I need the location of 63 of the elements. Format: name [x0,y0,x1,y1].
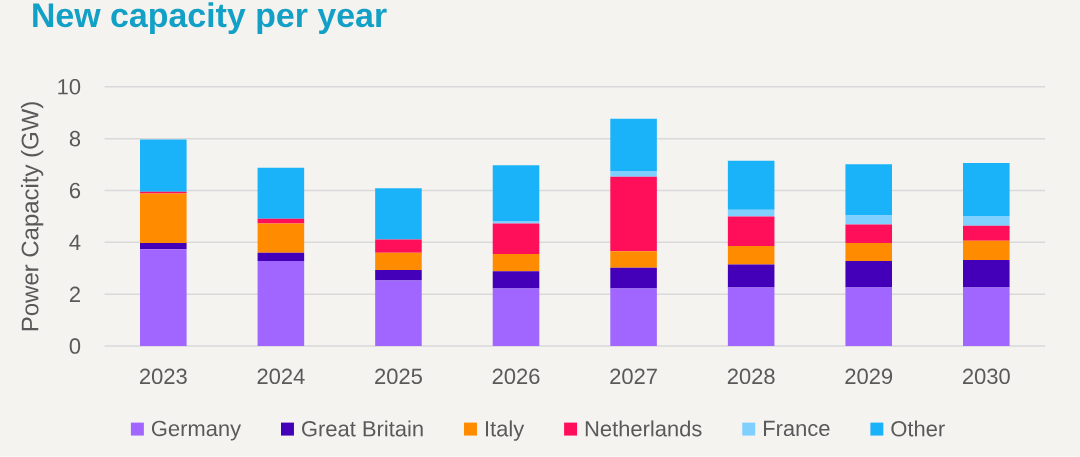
x-tick-label: 2026 [492,368,540,385]
bar [375,280,422,347]
legend-label: Other [891,420,945,437]
y-tick-label: 10 [58,79,81,95]
bar [492,254,540,272]
bar [845,224,893,243]
bar [845,164,893,216]
chart-title: New capacity per year [33,2,387,35]
y-axis-title: Power Capacity (GW) [20,102,44,331]
bar [375,239,422,253]
bar [845,261,893,288]
y-tick-label: 8 [69,130,81,147]
bar [140,139,187,192]
bar [963,225,1010,241]
bar [375,252,422,271]
bar [727,160,775,210]
legend-label: Netherlands [585,420,702,437]
bar [845,215,893,225]
bar [963,240,1010,261]
bar [727,246,775,265]
bar [140,193,187,243]
bar [963,216,1010,226]
bar [257,223,305,253]
bar [257,252,305,262]
bar [492,288,540,347]
bar [610,118,657,172]
x-tick-label: 2024 [257,368,305,385]
bar [140,249,187,347]
bar [610,171,657,177]
bar [727,287,775,347]
bar [963,287,1010,347]
bar [610,176,657,252]
bar [375,188,422,240]
bar [727,264,775,288]
bar [257,261,305,347]
legend-label: France [764,420,830,437]
bar [140,242,187,250]
y-tick-label: 6 [69,182,81,199]
x-tick-label: 2029 [845,368,893,385]
bar [257,167,305,219]
x-tick-label: 2027 [610,368,657,385]
legend-label: Germany [151,420,242,441]
legend-label: Great Britain [302,420,423,437]
x-tick-label: 2023 [140,368,187,385]
x-tick-label: 2030 [963,368,1010,385]
bar [375,270,422,281]
bar [727,216,775,247]
x-tick-label: 2025 [375,368,422,385]
bar [492,271,540,289]
bar [610,251,657,268]
bar [845,287,893,347]
legend-label: Italy [485,420,525,441]
y-tick-label: 4 [69,234,81,251]
bar [963,260,1010,288]
bar [610,288,657,347]
bar [610,267,657,289]
bar [845,242,893,262]
bar [492,223,540,255]
bar [963,163,1010,217]
bar [492,165,540,222]
y-tick-label: 2 [69,286,80,302]
y-tick-label: 0 [69,338,81,354]
x-tick-label: 2028 [727,368,775,385]
